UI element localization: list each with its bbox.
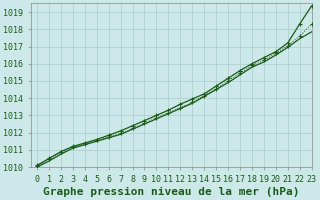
X-axis label: Graphe pression niveau de la mer (hPa): Graphe pression niveau de la mer (hPa) — [43, 186, 300, 197]
